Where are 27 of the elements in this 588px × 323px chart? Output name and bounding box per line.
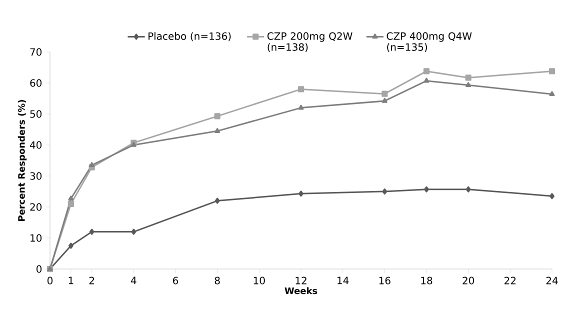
x-tick-label: 24	[546, 276, 558, 284]
x-tick-label: 10	[254, 276, 265, 284]
x-tick-label: 22	[504, 276, 516, 284]
x-tick-label: 8	[214, 276, 220, 284]
y-tick-label: 40	[30, 141, 42, 149]
x-tick-label: 2	[89, 276, 94, 284]
y-tick-label: 30	[30, 172, 42, 180]
y-tick-label: 60	[30, 79, 42, 87]
x-tick-label: 16	[379, 276, 390, 284]
legend-label: CZP 200mg Q2W (n=138)	[267, 32, 352, 52]
x-tick-label: 4	[130, 276, 136, 284]
x-tick-label: 12	[296, 276, 306, 284]
x-tick-label: 18	[421, 276, 432, 284]
y-tick-label: 50	[30, 110, 42, 118]
y-tick-label: 70	[30, 48, 42, 56]
y-tick-label: 10	[30, 234, 42, 242]
x-axis-title: Weeks	[284, 287, 318, 294]
x-tick-label: 1	[68, 276, 74, 284]
x-tick-label: 20	[462, 276, 474, 284]
x-tick-label: 14	[338, 276, 349, 284]
legend-label: Placebo (n=136)	[148, 32, 231, 42]
y-axis-title: Percent Responders (%)	[18, 100, 27, 221]
x-tick-label: 0	[47, 276, 53, 284]
y-tick-label: 20	[30, 203, 42, 211]
y-tick-label: 0	[36, 265, 42, 273]
x-tick-label: 6	[173, 276, 178, 284]
legend-label: CZP 400mg Q4W (n=135)	[386, 32, 472, 52]
